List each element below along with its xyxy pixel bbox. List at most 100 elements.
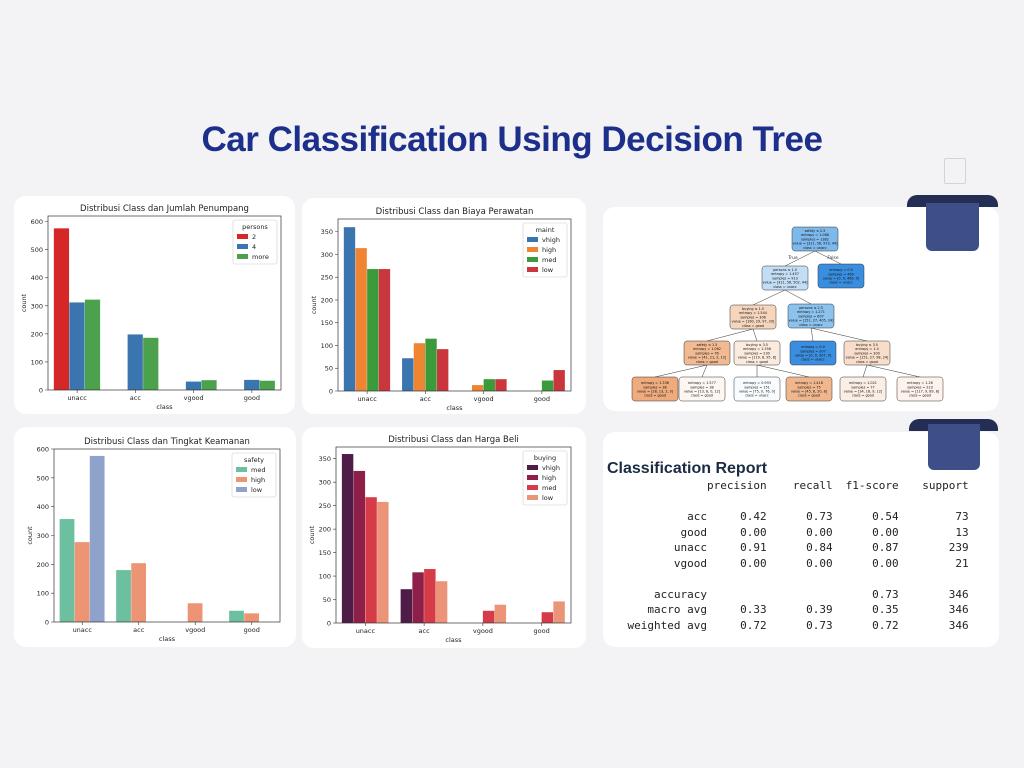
legend-swatch-4 <box>237 244 248 249</box>
legend-title: maint <box>536 226 555 234</box>
tree-node-text: persons ≤ 2.5 <box>799 306 823 310</box>
tree-node-box <box>817 263 865 289</box>
bar-4-unacc <box>69 302 85 390</box>
bar-high-acc <box>413 343 426 391</box>
bar-4-acc <box>127 334 143 390</box>
tree-node-text: value = [45, 8, 20, 8] <box>791 390 828 394</box>
tree-node-text: class = good <box>691 394 713 398</box>
bar-low-vgood <box>495 379 507 391</box>
bar-med-good <box>541 612 554 623</box>
y-tick-label: 100 <box>321 342 333 350</box>
legend-box <box>231 452 277 498</box>
bar-more-vgood <box>201 380 217 390</box>
summary-row: macro avg 0.33 0.39 0.35 346 <box>615 602 968 618</box>
tree-node-text: entropy = 1.4 <box>855 347 879 351</box>
edge-label-true: True <box>787 255 798 261</box>
tree-node-text: class = good <box>746 360 768 364</box>
tree-node-box <box>791 226 839 252</box>
legend-title: buying <box>534 454 556 462</box>
cell: 0.00 <box>740 525 767 539</box>
cell: 346 <box>948 618 969 632</box>
bar-med-acc <box>116 570 131 622</box>
chart-card-safety: Distribusi Class dan Tingkat Keamanan 0 10… <box>14 427 296 647</box>
x-tick-label: good <box>534 395 550 403</box>
y-tick-label: 600 <box>31 218 43 226</box>
x-axis-label: class <box>445 636 462 644</box>
cell: 0.72 <box>872 618 899 632</box>
chart-title: Distribusi Class dan Jumlah Penumpang <box>80 204 249 214</box>
tree-node-text: entropy = 1.544 <box>739 311 767 315</box>
tree-node-text: entropy = 0.993 <box>743 381 771 385</box>
x-axis-label: class <box>159 635 176 643</box>
tree-edge <box>810 327 868 342</box>
tree-node-text: samples = 223 <box>907 385 933 389</box>
y-tick-label: 350 <box>321 228 333 236</box>
cell: 13 <box>955 525 969 539</box>
chart-card-maint: Distribusi Class dan Biaya Perawatan 0 50 1… <box>302 198 586 414</box>
tree-edge <box>654 364 708 378</box>
bar-high-acc <box>131 563 146 622</box>
cell: support <box>922 479 969 493</box>
bar-high-vgood <box>471 385 484 391</box>
x-tick-label: acc <box>420 395 432 403</box>
y-tick-label: 0 <box>327 620 331 628</box>
x-tick-label: good <box>534 627 550 635</box>
tree-edge <box>814 250 842 265</box>
bar-low-unacc <box>377 501 389 623</box>
tree-node-text: value = [0, 0, 469, 0] <box>823 277 860 281</box>
tree-edge <box>756 364 810 378</box>
y-tick-label: 350 <box>319 455 331 463</box>
legend-label-vhigh: vhigh <box>542 236 560 244</box>
y-tick-label: 0 <box>329 388 333 396</box>
legend-label-2: 2 <box>252 233 256 241</box>
cell: 239 <box>948 541 969 555</box>
row-label: good <box>680 525 708 539</box>
tree-node-text: entropy = 1.021 <box>849 381 877 385</box>
bar-vhigh-unacc <box>343 227 356 391</box>
y-tick-label: 300 <box>37 532 49 540</box>
tree-node-text: class = good <box>644 394 666 398</box>
bar-low-good <box>553 370 565 391</box>
y-tick-label: 500 <box>37 474 49 482</box>
bar-more-good <box>259 380 275 390</box>
legend-label-med: med <box>542 484 556 492</box>
chart-title: Distribusi Class dan Tingkat Keamanan <box>84 437 250 447</box>
y-axis-label: count <box>26 526 34 545</box>
tree-node-text: buying ≤ 3.5 <box>856 343 878 347</box>
row-label <box>615 478 707 494</box>
tree-node-text: class = unacc <box>799 323 823 327</box>
bar-low-unacc <box>89 455 105 622</box>
tree-node-box <box>678 376 726 402</box>
bar-low-unacc <box>378 269 391 391</box>
legend-box <box>522 222 568 278</box>
tree-node-text: buying ≤ 1.5 <box>742 307 764 311</box>
calculator-icon <box>944 158 966 184</box>
y-tick-label: 300 <box>321 251 333 259</box>
tree-node-text: value = [160, 29, 97, 20] <box>732 320 775 324</box>
y-tick-label: 400 <box>37 503 49 511</box>
plot-frame <box>53 448 281 623</box>
y-tick-label: 0 <box>39 387 43 395</box>
summary-row: accuracy 0.73 346 <box>615 587 969 603</box>
bar-high-good <box>244 613 259 622</box>
legend-swatch-vhigh <box>527 465 538 470</box>
legend-label-more: more <box>252 253 269 261</box>
tree-node-text: class = good <box>798 394 820 398</box>
tree-node-box <box>787 303 835 329</box>
legend-swatch-high <box>527 247 538 252</box>
bar-high-unacc <box>355 248 367 391</box>
tree-node-box <box>785 376 833 402</box>
tree-node-box <box>631 376 679 402</box>
legend-swatch-low <box>527 267 538 272</box>
tree-node-text: entropy = 1.062 <box>693 347 721 351</box>
header-row: precision recall f1-score support <box>615 478 969 494</box>
tree-node-text: entropy = 1.271 <box>797 310 825 314</box>
row-label: unacc <box>673 541 707 555</box>
y-tick-label: 200 <box>37 561 49 569</box>
tree-node-text: samples = 913 <box>772 276 798 280</box>
report-tab <box>928 424 980 470</box>
